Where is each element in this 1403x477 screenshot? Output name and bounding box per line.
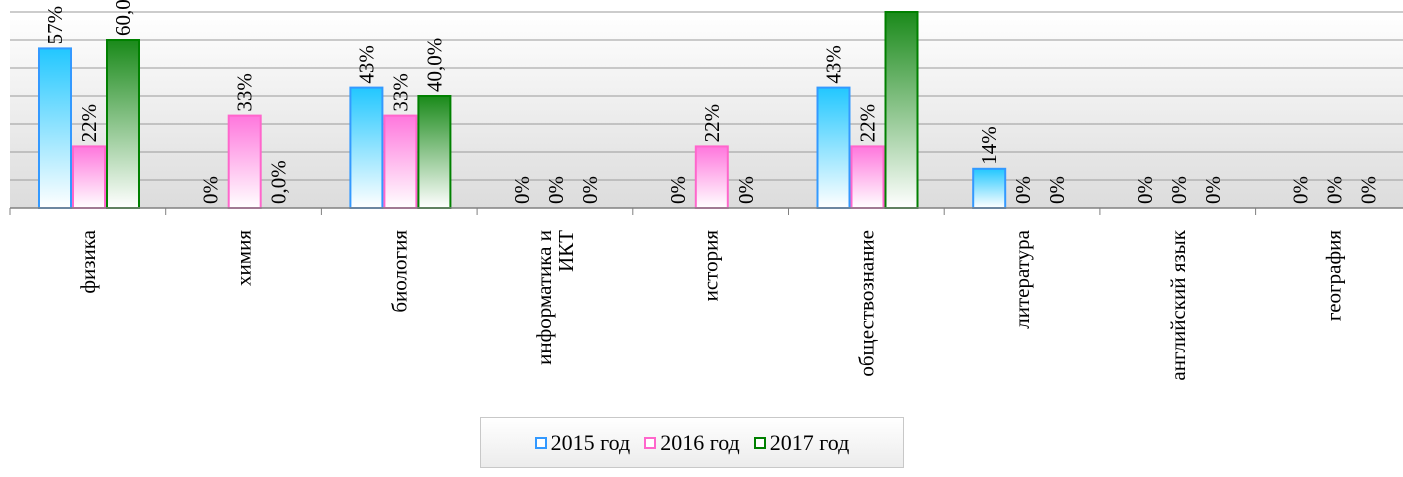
data-label: 60,0% — [111, 0, 135, 36]
bar-1-5 — [850, 145, 885, 209]
legend-item-2016: 2016 год — [644, 430, 740, 456]
category-label: история — [699, 230, 723, 302]
data-label: 43% — [354, 45, 378, 84]
bar-2-2 — [417, 95, 452, 209]
category-label: биология — [387, 230, 411, 313]
data-label: 43% — [822, 45, 846, 84]
legend-item-2017: 2017 год — [753, 429, 850, 456]
legend-swatch-2015 — [534, 436, 547, 449]
category-label: ИКТ — [554, 230, 578, 272]
data-label: 0% — [666, 176, 690, 204]
data-label: 0% — [1289, 176, 1313, 204]
legend-label-2017: 2017 год — [769, 429, 850, 455]
data-label: 0% — [1323, 176, 1347, 204]
category-label: химия — [232, 230, 256, 286]
category-label: литература — [1010, 229, 1034, 328]
data-label: 0% — [544, 176, 568, 204]
data-label: 22% — [77, 104, 101, 143]
data-label: 22% — [856, 104, 880, 143]
data-label: 0% — [1201, 176, 1225, 204]
bar-0-0 — [38, 47, 72, 210]
data-label: 0,0% — [267, 160, 291, 204]
data-label: 0% — [1133, 176, 1157, 204]
legend-item-2015: 2015 год — [534, 429, 631, 456]
legend-swatch-2017 — [753, 436, 766, 449]
bar-1-4 — [694, 145, 729, 209]
data-label: 33% — [233, 73, 257, 112]
data-label: 0% — [1011, 176, 1035, 204]
bar-0-2 — [349, 86, 384, 209]
data-label: 40,0% — [422, 38, 446, 92]
value-labels: 57% 22% 60,0% 0% 33% 0,0% 43% 33% 40,0% 0% 0% 0% 0% 2… — [43, 0, 1381, 204]
data-label: 0% — [510, 176, 534, 204]
category-label: информатика и — [532, 230, 556, 365]
category-label: география — [1321, 230, 1345, 321]
x-axis — [9, 207, 1403, 215]
bar-2-0 — [106, 39, 140, 209]
bar-2-5 — [884, 11, 919, 209]
data-label: 0% — [1167, 176, 1191, 204]
data-label: 0% — [578, 176, 602, 204]
data-label: 0% — [199, 176, 223, 204]
data-label: 57% — [43, 6, 67, 45]
data-label: 33% — [388, 73, 412, 112]
data-label: 0% — [1045, 176, 1069, 204]
data-label: 0% — [1357, 176, 1381, 204]
category-label: обществознание — [854, 230, 878, 377]
category-label: английский язык — [1166, 229, 1190, 380]
data-label: 0% — [734, 176, 758, 204]
bar-0-6 — [972, 167, 1007, 210]
data-label: 22% — [700, 104, 724, 143]
legend-swatch-2016 — [644, 436, 657, 449]
legend-label-2016: 2016 год — [660, 429, 740, 455]
bar-1-2 — [383, 114, 418, 209]
data-label: 14% — [977, 126, 1001, 165]
bar-0-5 — [816, 86, 851, 209]
bar-1-0 — [72, 145, 106, 209]
bar-1-1 — [227, 114, 262, 209]
legend-label-2015: 2015 год — [550, 429, 631, 455]
legend: 2015 год 2016 год 2017 год — [480, 417, 904, 468]
bars — [38, 11, 1007, 210]
category-label: физика — [76, 229, 100, 293]
